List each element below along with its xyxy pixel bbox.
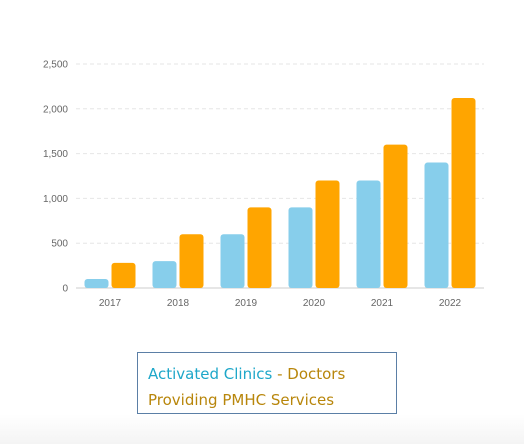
legend-line-2: Providing PMHC Services [148, 391, 335, 409]
y-tick-label: 500 [51, 239, 68, 250]
x-tick-label: 2020 [303, 298, 326, 309]
legend-box: Activated Clinics - Doctors Providing PM… [137, 352, 397, 414]
bar-doctors [247, 207, 272, 288]
legend-doctors: Doctors [287, 365, 346, 383]
x-axis-ticks: 2017 2018 2019 2020 2021 2022 [99, 298, 462, 309]
bar-activated-clinics [220, 234, 245, 288]
legend-activated-clinics: Activated Clinics [148, 365, 273, 383]
x-tick-label: 2018 [167, 298, 190, 309]
bar-activated-clinics [356, 180, 381, 288]
bar-activated-clinics [288, 207, 313, 288]
bottom-fade [0, 414, 524, 444]
bar-doctors [179, 234, 204, 288]
legend-separator: - [272, 365, 288, 383]
y-tick-label: 1,000 [43, 194, 68, 205]
bar-activated-clinics [424, 162, 449, 288]
x-tick-label: 2017 [99, 298, 122, 309]
bar-doctors [111, 262, 136, 288]
bar-doctors [383, 144, 408, 288]
bar-chart: 0 500 1,000 1,500 2,000 2,500 2017 2018 2019 202… [43, 60, 484, 309]
bar-doctors [315, 180, 340, 288]
y-tick-label: 0 [62, 284, 68, 295]
gridlines [76, 63, 484, 289]
bar-activated-clinics [84, 279, 109, 288]
x-tick-label: 2021 [371, 298, 394, 309]
y-tick-label: 2,000 [43, 104, 68, 115]
bar-doctors [451, 98, 476, 288]
bars [84, 98, 476, 288]
legend-line-1: Activated Clinics - Doctors [148, 361, 386, 387]
bar-activated-clinics [152, 261, 177, 288]
x-tick-label: 2019 [235, 298, 258, 309]
x-tick-label: 2022 [439, 298, 462, 309]
y-tick-label: 1,500 [43, 149, 68, 160]
y-tick-label: 2,500 [43, 60, 68, 71]
y-axis-ticks: 0 500 1,000 1,500 2,000 2,500 [43, 60, 68, 295]
